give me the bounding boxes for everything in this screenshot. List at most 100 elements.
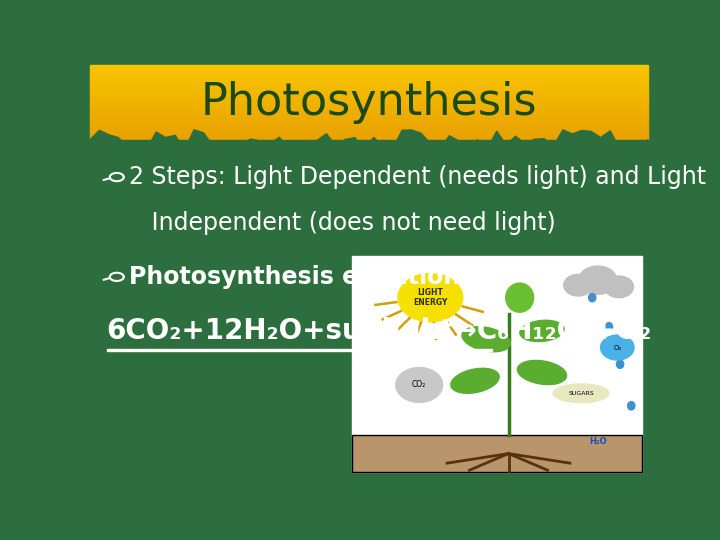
Bar bbox=[90, 108, 648, 109]
FancyBboxPatch shape bbox=[352, 435, 642, 472]
Ellipse shape bbox=[462, 327, 510, 352]
Bar bbox=[90, 105, 648, 106]
Circle shape bbox=[579, 266, 617, 294]
Bar bbox=[90, 69, 648, 70]
Bar bbox=[90, 93, 648, 94]
Ellipse shape bbox=[451, 368, 499, 393]
Bar bbox=[90, 74, 648, 75]
Text: 2 Steps: Light Dependent (needs light) and Light: 2 Steps: Light Dependent (needs light) a… bbox=[129, 165, 706, 189]
Bar bbox=[90, 82, 648, 83]
Bar bbox=[90, 107, 648, 108]
Bar bbox=[90, 113, 648, 114]
Bar bbox=[90, 101, 648, 102]
Bar bbox=[90, 137, 648, 138]
Bar bbox=[90, 119, 648, 120]
Ellipse shape bbox=[628, 402, 635, 410]
Bar bbox=[90, 68, 648, 69]
Bar bbox=[90, 79, 648, 80]
Text: SUGARS: SUGARS bbox=[568, 391, 594, 396]
Bar bbox=[90, 86, 648, 87]
Text: LIGHT
ENERGY: LIGHT ENERGY bbox=[413, 288, 448, 307]
Bar bbox=[90, 132, 648, 133]
Text: Photosynthesis equation:: Photosynthesis equation: bbox=[129, 265, 469, 289]
Bar bbox=[90, 127, 648, 129]
Text: Independent (does not need light): Independent (does not need light) bbox=[129, 211, 556, 235]
Bar bbox=[90, 78, 648, 79]
Bar bbox=[90, 83, 648, 84]
Bar bbox=[90, 102, 648, 103]
Bar bbox=[90, 66, 648, 67]
Bar bbox=[90, 126, 648, 127]
Ellipse shape bbox=[520, 320, 564, 341]
Bar bbox=[90, 136, 648, 137]
Text: Photosynthesis: Photosynthesis bbox=[201, 80, 537, 124]
Bar bbox=[90, 123, 648, 124]
Bar bbox=[90, 125, 648, 126]
Circle shape bbox=[398, 274, 463, 322]
Bar bbox=[90, 120, 648, 121]
Bar bbox=[90, 130, 648, 131]
Bar bbox=[90, 103, 648, 104]
FancyBboxPatch shape bbox=[352, 256, 642, 472]
Bar bbox=[90, 112, 648, 113]
Bar bbox=[90, 97, 648, 98]
Bar bbox=[90, 110, 648, 111]
Circle shape bbox=[564, 274, 593, 296]
Bar bbox=[90, 89, 648, 90]
Bar bbox=[90, 84, 648, 85]
Bar bbox=[90, 81, 648, 82]
Bar bbox=[90, 85, 648, 86]
Bar bbox=[90, 104, 648, 105]
Bar bbox=[90, 98, 648, 99]
Circle shape bbox=[396, 368, 443, 402]
Bar bbox=[90, 117, 648, 118]
Bar bbox=[90, 129, 648, 130]
Bar bbox=[90, 70, 648, 71]
Bar bbox=[90, 87, 648, 88]
Circle shape bbox=[600, 335, 634, 360]
Bar bbox=[90, 121, 648, 122]
Bar bbox=[90, 90, 648, 91]
Ellipse shape bbox=[606, 322, 613, 331]
Bar bbox=[90, 114, 648, 115]
Bar bbox=[90, 94, 648, 96]
Bar bbox=[90, 76, 648, 77]
Bar bbox=[90, 99, 648, 100]
Ellipse shape bbox=[518, 360, 567, 384]
Bar bbox=[90, 116, 648, 117]
Bar bbox=[90, 67, 648, 68]
Bar bbox=[90, 91, 648, 92]
Bar bbox=[90, 92, 648, 93]
Bar bbox=[90, 88, 648, 89]
Text: O₂: O₂ bbox=[613, 345, 621, 350]
Ellipse shape bbox=[588, 294, 596, 302]
Bar bbox=[90, 109, 648, 110]
Ellipse shape bbox=[505, 283, 534, 312]
Polygon shape bbox=[90, 130, 648, 156]
Text: H₂O: H₂O bbox=[589, 437, 606, 445]
Bar bbox=[90, 115, 648, 116]
Bar bbox=[90, 131, 648, 132]
Ellipse shape bbox=[616, 360, 624, 368]
Bar bbox=[90, 72, 648, 73]
Bar bbox=[90, 122, 648, 123]
Circle shape bbox=[605, 276, 634, 298]
Bar bbox=[90, 65, 648, 66]
Bar bbox=[90, 135, 648, 136]
Bar bbox=[90, 140, 648, 481]
Bar bbox=[90, 75, 648, 76]
Bar bbox=[90, 80, 648, 81]
Bar bbox=[90, 111, 648, 112]
Bar bbox=[90, 73, 648, 74]
Bar bbox=[90, 133, 648, 134]
Bar bbox=[107, 349, 492, 351]
Bar bbox=[90, 118, 648, 119]
Bar bbox=[90, 134, 648, 135]
Text: 6CO₂+12H₂O+sunlight→C₆H₁₂O₆+O₂: 6CO₂+12H₂O+sunlight→C₆H₁₂O₆+O₂ bbox=[107, 317, 652, 345]
Text: CO₂: CO₂ bbox=[412, 381, 426, 389]
Ellipse shape bbox=[553, 384, 609, 403]
Bar bbox=[90, 71, 648, 72]
Bar bbox=[90, 138, 648, 139]
Bar bbox=[90, 77, 648, 78]
Bar bbox=[90, 124, 648, 125]
